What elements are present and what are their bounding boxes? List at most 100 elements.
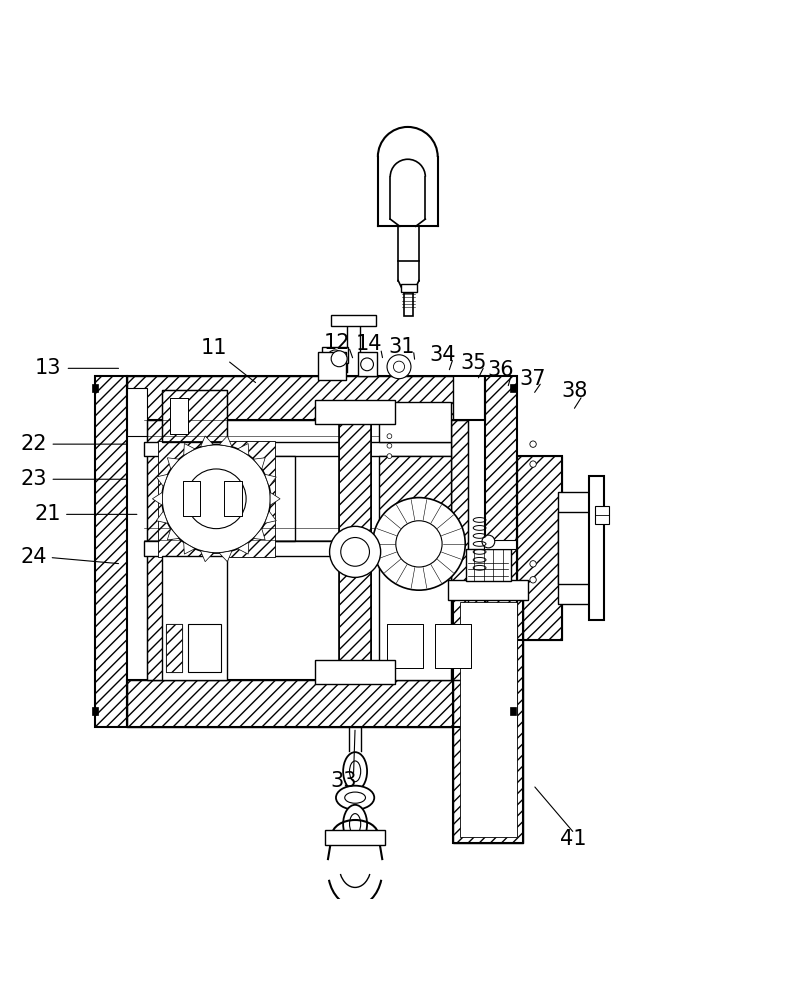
Polygon shape <box>184 444 195 455</box>
Bar <box>144 541 451 556</box>
Bar <box>398 226 419 261</box>
Bar <box>558 492 589 604</box>
Bar <box>485 376 517 727</box>
Bar <box>510 384 516 392</box>
Bar <box>331 315 376 326</box>
Bar <box>339 422 371 678</box>
Bar <box>144 442 451 456</box>
Circle shape <box>373 498 465 590</box>
Polygon shape <box>219 551 232 562</box>
Bar <box>183 481 200 516</box>
Bar <box>170 398 188 434</box>
Bar <box>147 420 164 680</box>
Polygon shape <box>238 444 249 455</box>
Bar <box>453 596 523 843</box>
Text: 33: 33 <box>330 771 357 791</box>
Bar <box>315 400 395 424</box>
Bar <box>589 476 604 620</box>
Bar <box>162 456 295 541</box>
Polygon shape <box>238 542 249 554</box>
Bar <box>558 492 589 604</box>
Text: 22: 22 <box>20 434 47 454</box>
Polygon shape <box>168 458 180 469</box>
Bar <box>448 580 528 600</box>
Text: 14: 14 <box>355 334 382 354</box>
Polygon shape <box>265 474 276 486</box>
Ellipse shape <box>350 761 361 782</box>
Bar <box>92 707 98 715</box>
Bar <box>162 390 227 442</box>
Bar <box>330 356 340 366</box>
Bar <box>379 556 451 680</box>
Bar <box>127 680 485 727</box>
Circle shape <box>387 434 392 439</box>
Polygon shape <box>219 436 232 447</box>
Bar <box>188 624 221 672</box>
Bar <box>484 540 516 549</box>
Bar <box>315 400 395 424</box>
Bar <box>166 624 182 672</box>
Bar <box>517 456 562 640</box>
Bar <box>95 376 127 727</box>
Polygon shape <box>152 492 162 505</box>
Bar <box>453 596 523 843</box>
Circle shape <box>396 521 442 567</box>
Bar <box>404 293 413 316</box>
Bar <box>224 481 242 516</box>
Bar <box>318 352 346 380</box>
Polygon shape <box>200 551 213 562</box>
Bar <box>401 284 417 292</box>
Bar <box>315 660 395 684</box>
Bar <box>485 376 517 727</box>
Text: 35: 35 <box>460 353 487 373</box>
Text: 41: 41 <box>559 829 587 849</box>
Bar <box>379 402 451 442</box>
Bar <box>127 680 485 727</box>
Text: 21: 21 <box>34 504 61 524</box>
Bar <box>127 376 453 420</box>
Bar <box>387 624 423 668</box>
Circle shape <box>187 469 246 529</box>
Bar <box>318 352 346 380</box>
Bar <box>379 556 451 680</box>
Text: 24: 24 <box>20 547 47 567</box>
Bar <box>558 512 589 584</box>
Bar <box>589 476 604 620</box>
Bar <box>325 830 385 845</box>
Circle shape <box>393 361 405 372</box>
Bar <box>339 420 371 680</box>
Bar <box>595 506 609 524</box>
Text: 36: 36 <box>488 360 515 380</box>
Bar <box>162 556 227 680</box>
Polygon shape <box>253 458 265 469</box>
Polygon shape <box>156 511 168 523</box>
Circle shape <box>341 538 369 566</box>
Bar <box>166 624 182 672</box>
Text: 37: 37 <box>519 369 546 389</box>
Bar <box>170 398 188 434</box>
Bar <box>460 602 517 837</box>
Text: 31: 31 <box>388 337 415 357</box>
Circle shape <box>530 461 536 467</box>
Ellipse shape <box>343 805 367 843</box>
Circle shape <box>482 535 495 548</box>
Bar <box>183 481 200 516</box>
Text: 12: 12 <box>323 333 350 353</box>
Polygon shape <box>200 436 213 447</box>
Bar <box>435 624 471 668</box>
Bar <box>147 420 164 680</box>
Bar <box>448 580 528 600</box>
Polygon shape <box>265 511 276 523</box>
Bar <box>358 352 377 376</box>
Circle shape <box>387 443 392 448</box>
Bar <box>127 376 485 420</box>
Bar <box>144 541 451 556</box>
Polygon shape <box>271 492 280 505</box>
Bar <box>517 456 562 640</box>
Ellipse shape <box>345 792 365 803</box>
Bar <box>387 624 423 668</box>
Text: 13: 13 <box>34 358 61 378</box>
Ellipse shape <box>336 786 374 810</box>
Bar <box>95 376 127 727</box>
Circle shape <box>361 358 373 371</box>
